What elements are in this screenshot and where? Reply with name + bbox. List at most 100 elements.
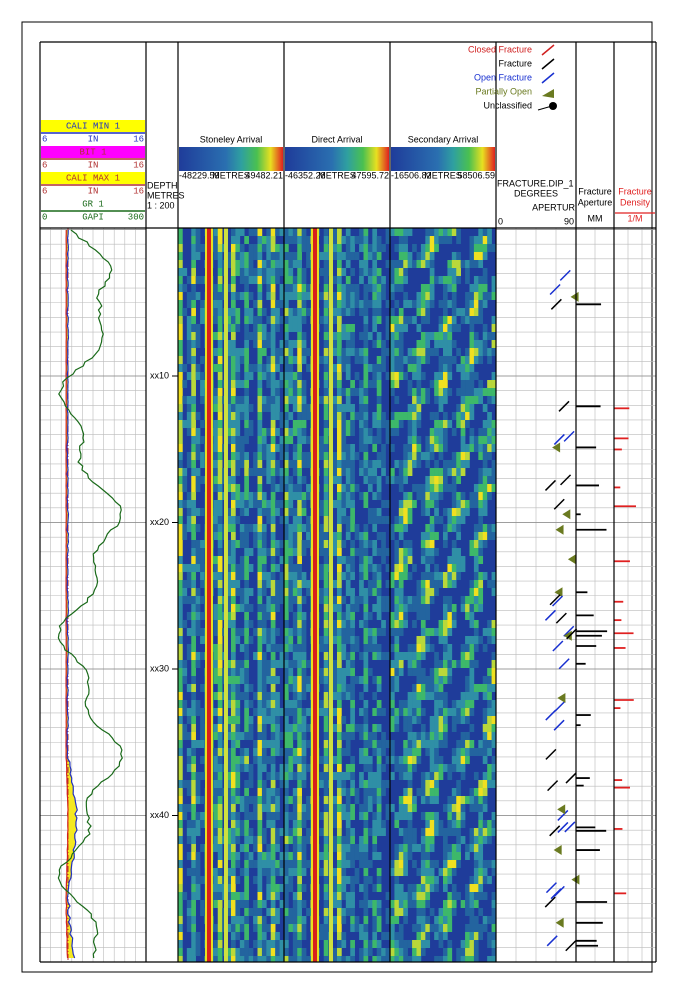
image-cell bbox=[271, 748, 276, 756]
image-cell bbox=[187, 508, 192, 516]
image-cell bbox=[200, 276, 205, 284]
image-cell bbox=[231, 644, 236, 652]
image-cell bbox=[258, 948, 263, 956]
image-cell bbox=[297, 852, 302, 860]
image-cell bbox=[324, 884, 329, 892]
image-cell bbox=[302, 820, 307, 828]
image-cell bbox=[456, 548, 461, 556]
image-cell bbox=[359, 812, 364, 820]
image-cell bbox=[452, 844, 457, 852]
image-cell bbox=[333, 900, 338, 908]
fracture-tadpole bbox=[545, 897, 555, 907]
image-cell bbox=[218, 484, 223, 492]
image-cell bbox=[284, 372, 289, 380]
image-cell bbox=[417, 404, 422, 412]
image-cell bbox=[364, 284, 369, 292]
image-cell bbox=[394, 636, 399, 644]
image-cell bbox=[333, 692, 338, 700]
image-cell bbox=[293, 788, 298, 796]
image-cell bbox=[421, 868, 426, 876]
image-cell bbox=[284, 748, 289, 756]
image-cell bbox=[271, 492, 276, 500]
image-cell bbox=[293, 260, 298, 268]
image-cell bbox=[408, 804, 413, 812]
image-cell bbox=[240, 532, 245, 540]
image-cell bbox=[231, 892, 236, 900]
image-cell bbox=[359, 428, 364, 436]
image-cell bbox=[196, 876, 201, 884]
image-cell bbox=[483, 284, 488, 292]
image-cell bbox=[430, 444, 435, 452]
image-cell bbox=[218, 828, 223, 836]
image-cell bbox=[324, 772, 329, 780]
image-cell bbox=[390, 412, 395, 420]
image-cell bbox=[439, 828, 444, 836]
image-cell bbox=[412, 652, 417, 660]
image-cell bbox=[271, 508, 276, 516]
image-cell bbox=[240, 404, 245, 412]
image-cell bbox=[293, 468, 298, 476]
image-cell bbox=[346, 684, 351, 692]
image-cell bbox=[284, 284, 289, 292]
image-cell bbox=[182, 812, 187, 820]
image-cell bbox=[439, 620, 444, 628]
image-cell bbox=[213, 420, 218, 428]
image-cell bbox=[191, 388, 196, 396]
image-cell bbox=[306, 260, 311, 268]
image-cell bbox=[271, 420, 276, 428]
image-cell bbox=[284, 596, 289, 604]
image-cell bbox=[266, 596, 271, 604]
image-cell bbox=[487, 236, 492, 244]
image-cell bbox=[333, 756, 338, 764]
image-cell bbox=[249, 812, 254, 820]
image-cell bbox=[333, 956, 338, 962]
image-cell bbox=[430, 740, 435, 748]
image-cell bbox=[306, 708, 311, 716]
image-cell bbox=[187, 460, 192, 468]
image-cell bbox=[178, 436, 183, 444]
fracture-tadpole bbox=[556, 525, 564, 535]
image-cell bbox=[341, 836, 346, 844]
image-cell bbox=[377, 420, 382, 428]
image-cell bbox=[452, 228, 457, 236]
image-cell bbox=[346, 604, 351, 612]
image-cell bbox=[430, 796, 435, 804]
image-cell bbox=[350, 916, 355, 924]
image-cell bbox=[271, 684, 276, 692]
image-cell bbox=[474, 548, 479, 556]
image-cell bbox=[306, 292, 311, 300]
image-cell bbox=[213, 436, 218, 444]
fracture-tadpole bbox=[561, 475, 571, 485]
image-cell bbox=[200, 684, 205, 692]
image-cell bbox=[275, 732, 280, 740]
image-cell bbox=[324, 612, 329, 620]
image-cell bbox=[417, 916, 422, 924]
image-cell bbox=[271, 820, 276, 828]
image-cell bbox=[470, 876, 475, 884]
image-cell bbox=[381, 932, 386, 940]
image-cell bbox=[359, 356, 364, 364]
image-cell bbox=[191, 852, 196, 860]
image-cell bbox=[461, 444, 466, 452]
image-cell bbox=[390, 340, 395, 348]
image-cell bbox=[346, 668, 351, 676]
image-cell bbox=[447, 364, 452, 372]
image-cell bbox=[425, 332, 430, 340]
image-cell bbox=[271, 660, 276, 668]
image-cell bbox=[262, 948, 267, 956]
image-cell bbox=[478, 476, 483, 484]
image-cell bbox=[364, 900, 369, 908]
image-cell bbox=[258, 268, 263, 276]
fracture-tadpole bbox=[545, 610, 555, 620]
image-cell bbox=[350, 940, 355, 948]
image-cell bbox=[240, 604, 245, 612]
image-cell bbox=[408, 540, 413, 548]
image-cell bbox=[244, 796, 249, 804]
image-cell bbox=[394, 524, 399, 532]
image-cell bbox=[483, 428, 488, 436]
image-cell bbox=[487, 380, 492, 388]
image-cell bbox=[258, 308, 263, 316]
image-cell bbox=[412, 660, 417, 668]
image-cell bbox=[297, 668, 302, 676]
image-cell bbox=[359, 300, 364, 308]
